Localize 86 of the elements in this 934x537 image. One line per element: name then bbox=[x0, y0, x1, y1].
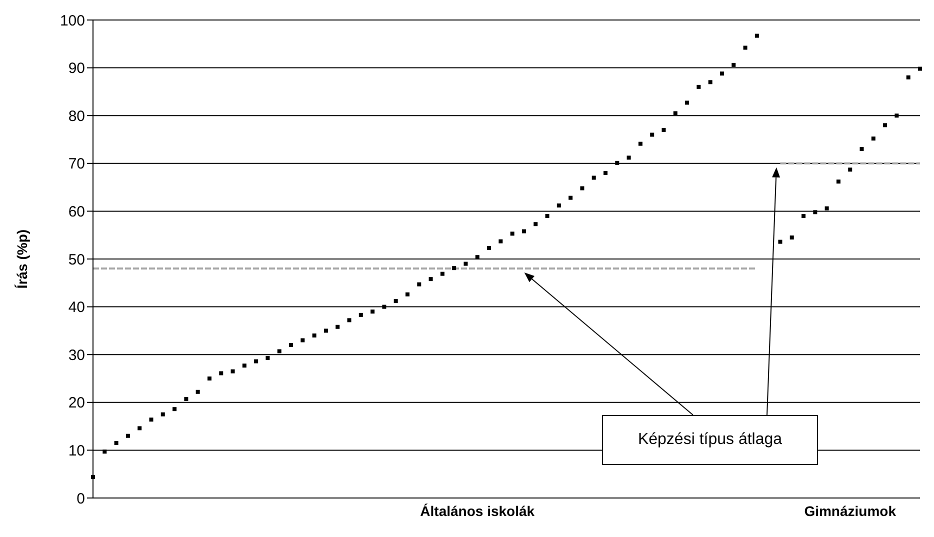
point bbox=[102, 450, 107, 454]
point bbox=[452, 266, 456, 270]
point bbox=[370, 310, 375, 314]
point bbox=[428, 277, 433, 282]
point bbox=[266, 356, 270, 360]
point bbox=[673, 111, 678, 116]
y-tick-label: 60 bbox=[68, 204, 85, 221]
y-tick-label: 0 bbox=[76, 490, 85, 508]
point bbox=[626, 156, 631, 160]
point bbox=[405, 292, 410, 296]
point bbox=[592, 176, 596, 180]
point bbox=[160, 412, 165, 416]
point bbox=[708, 80, 712, 84]
point bbox=[277, 349, 282, 354]
point bbox=[300, 338, 305, 342]
point bbox=[219, 371, 224, 376]
point bbox=[871, 136, 876, 141]
point bbox=[184, 397, 188, 402]
point bbox=[138, 426, 142, 430]
point bbox=[534, 222, 538, 226]
point bbox=[522, 229, 526, 234]
point bbox=[312, 333, 316, 338]
point bbox=[324, 328, 328, 333]
y-tick-label: 70 bbox=[68, 156, 85, 173]
point bbox=[802, 214, 806, 218]
point bbox=[860, 147, 864, 152]
point bbox=[824, 206, 829, 210]
point bbox=[336, 324, 340, 329]
point bbox=[790, 235, 794, 240]
point bbox=[126, 434, 130, 438]
point bbox=[732, 62, 736, 67]
point bbox=[207, 376, 212, 380]
y-tick-label: 100 bbox=[60, 12, 85, 30]
point bbox=[464, 262, 468, 266]
y-tick-label: 30 bbox=[68, 346, 85, 364]
point bbox=[754, 34, 759, 38]
x-tick-label: Gimnáziumok bbox=[804, 502, 896, 519]
point bbox=[149, 418, 154, 422]
y-tick-label: 20 bbox=[68, 394, 85, 412]
point bbox=[883, 123, 888, 128]
y-tick-label: 80 bbox=[68, 108, 85, 125]
y-tick-label: 40 bbox=[68, 299, 85, 316]
point bbox=[196, 390, 200, 394]
point bbox=[743, 46, 748, 50]
point bbox=[615, 160, 620, 165]
point bbox=[91, 474, 95, 479]
point bbox=[836, 180, 840, 184]
point bbox=[918, 66, 922, 71]
point bbox=[254, 359, 258, 364]
point bbox=[568, 196, 573, 200]
point bbox=[242, 364, 246, 368]
point bbox=[487, 246, 492, 250]
point bbox=[638, 142, 642, 146]
point bbox=[556, 203, 561, 208]
annotation: Képzési típus átlaga bbox=[638, 431, 782, 449]
point bbox=[813, 210, 818, 214]
point bbox=[662, 128, 666, 132]
point bbox=[510, 232, 514, 236]
point bbox=[289, 343, 294, 348]
point bbox=[894, 114, 899, 118]
callout-box: Képzési típus átlaga bbox=[602, 415, 818, 465]
point bbox=[347, 318, 352, 322]
point bbox=[417, 282, 422, 286]
y-tick-label: 50 bbox=[68, 251, 85, 268]
point bbox=[382, 304, 386, 309]
x-tick-label: Általános iskolák bbox=[420, 502, 535, 519]
point bbox=[440, 272, 444, 276]
point bbox=[230, 369, 235, 374]
point bbox=[696, 84, 701, 89]
point bbox=[848, 168, 852, 172]
point bbox=[650, 132, 654, 137]
point bbox=[778, 240, 782, 244]
point bbox=[114, 441, 118, 446]
point bbox=[358, 312, 363, 317]
point bbox=[720, 72, 724, 76]
point bbox=[580, 186, 584, 190]
point bbox=[545, 214, 550, 218]
y-tick-label: 10 bbox=[68, 442, 85, 460]
y-tick-label: 90 bbox=[68, 60, 85, 78]
point bbox=[604, 170, 608, 175]
point bbox=[172, 407, 177, 412]
point bbox=[685, 100, 690, 105]
point bbox=[906, 75, 910, 80]
y-axis-title: Írás (%p) bbox=[14, 229, 30, 289]
point bbox=[394, 299, 398, 304]
point bbox=[498, 239, 503, 244]
